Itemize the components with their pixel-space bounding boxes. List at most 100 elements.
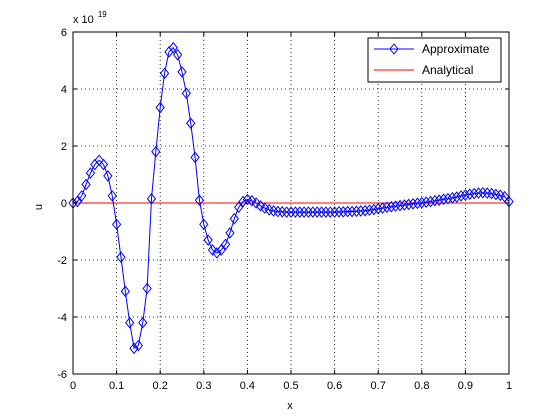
data-point-approximate xyxy=(107,190,117,202)
data-point-approximate xyxy=(334,206,344,218)
data-point-approximate xyxy=(111,218,122,231)
data-point-approximate xyxy=(207,244,218,256)
x-tick-label: 0 xyxy=(70,380,76,392)
x-tick-label: 0.7 xyxy=(371,380,386,392)
data-point-approximate xyxy=(238,195,248,208)
data-point-approximate xyxy=(316,206,327,218)
data-point-approximate xyxy=(199,218,209,231)
legend-label-approximate: Approximate xyxy=(422,42,490,56)
data-point-approximate xyxy=(98,158,109,171)
data-point-approximate xyxy=(216,244,226,256)
data-point-approximate xyxy=(172,48,183,61)
data-point-approximate xyxy=(312,206,322,218)
data-point-approximate xyxy=(421,196,431,208)
data-point-approximate xyxy=(308,206,318,218)
data-point-approximate xyxy=(281,206,292,218)
data-point-approximate xyxy=(251,197,261,209)
data-point-approximate xyxy=(369,203,379,216)
x-tick-label: 0.8 xyxy=(414,380,429,392)
legend: Approximate Analytical xyxy=(367,37,502,83)
data-point-approximate xyxy=(295,206,305,218)
axis-tick-labels: 0 0.1 0.2 0.3 0.4 0.5 0.6 0.7 0.8 0.9 1 -6 -4 -2 0 2 4 6 xyxy=(57,27,512,392)
data-point-approximate xyxy=(443,192,453,205)
data-point-approximate xyxy=(85,167,96,179)
data-point-approximate xyxy=(247,194,257,207)
data-point-approximate xyxy=(146,192,157,205)
y-exponent-power: 19 xyxy=(98,10,107,19)
data-point-approximate xyxy=(299,206,309,218)
data-point-approximate xyxy=(116,251,126,263)
data-point-approximate xyxy=(404,198,414,211)
data-point-approximate xyxy=(417,196,427,209)
data-point-approximate xyxy=(129,342,139,355)
legend-box xyxy=(367,37,502,83)
data-point-approximate xyxy=(138,316,148,329)
data-point-approximate xyxy=(360,204,370,217)
data-point-approximate xyxy=(286,206,296,218)
y-tick-label: 2 xyxy=(61,141,67,153)
series-layer xyxy=(68,41,514,355)
data-point-approximate xyxy=(72,195,83,208)
data-point-approximate xyxy=(321,206,331,218)
data-point-approximate xyxy=(303,206,314,218)
data-point-approximate xyxy=(456,190,466,202)
data-point-approximate xyxy=(452,191,462,203)
x-tick-label: 0.5 xyxy=(283,380,298,392)
y-exponent-label: x 10 19 xyxy=(73,10,107,26)
data-point-approximate xyxy=(186,117,196,130)
data-point-approximate xyxy=(386,200,396,213)
y-tick-label: 4 xyxy=(61,84,67,96)
data-point-approximate xyxy=(155,101,165,114)
data-point-approximate xyxy=(190,151,200,164)
x-axis-label: x xyxy=(287,400,293,412)
data-point-approximate xyxy=(338,206,348,218)
y-tick-label: 0 xyxy=(61,198,67,210)
x-tick-label: 0.1 xyxy=(109,380,124,392)
data-point-approximate xyxy=(194,194,205,206)
data-point-approximate xyxy=(125,316,135,329)
data-point-approximate xyxy=(373,202,383,215)
data-point-approximate xyxy=(473,187,484,199)
data-point-approximate xyxy=(203,234,213,246)
data-point-approximate xyxy=(229,212,239,225)
data-point-approximate xyxy=(469,187,479,200)
data-point-approximate xyxy=(103,170,113,182)
data-point-approximate xyxy=(408,198,418,210)
data-point-approximate xyxy=(325,206,335,218)
data-point-approximate xyxy=(212,247,222,259)
axis-ticks xyxy=(72,31,510,375)
data-point-approximate xyxy=(133,339,144,352)
data-point-approximate xyxy=(94,154,104,167)
data-point-approximate xyxy=(460,189,471,201)
data-point-approximate xyxy=(377,202,388,214)
data-point-approximate xyxy=(425,195,436,208)
y-tick-label: -6 xyxy=(57,369,67,381)
data-point-approximate xyxy=(364,204,375,216)
data-point-approximate xyxy=(168,41,178,54)
data-point-approximate xyxy=(438,193,449,206)
y-axis-label: u xyxy=(33,204,45,210)
data-point-approximate xyxy=(430,194,440,207)
legend-marker-approximate xyxy=(389,43,399,55)
legend-entry-analytical: Analytical xyxy=(374,63,473,77)
legend-label-analytical: Analytical xyxy=(422,63,473,77)
data-point-approximate xyxy=(255,200,266,212)
data-point-approximate xyxy=(181,87,192,100)
data-point-approximate xyxy=(225,227,235,239)
y-tick-label: -4 xyxy=(57,312,67,324)
data-point-approximate xyxy=(159,67,170,80)
data-point-approximate xyxy=(77,190,87,202)
x-tick-label: 0.6 xyxy=(327,380,342,392)
data-point-approximate xyxy=(220,238,231,251)
data-point-approximate xyxy=(447,192,457,204)
data-point-approximate xyxy=(351,205,362,218)
data-point-approximate xyxy=(151,145,161,158)
x-tick-label: 0.3 xyxy=(196,380,211,392)
data-point-approximate xyxy=(399,199,410,211)
data-point-approximate xyxy=(234,201,244,214)
data-point-approximate xyxy=(277,206,287,218)
data-point-approximate xyxy=(177,66,187,78)
data-point-approximate xyxy=(382,201,392,214)
